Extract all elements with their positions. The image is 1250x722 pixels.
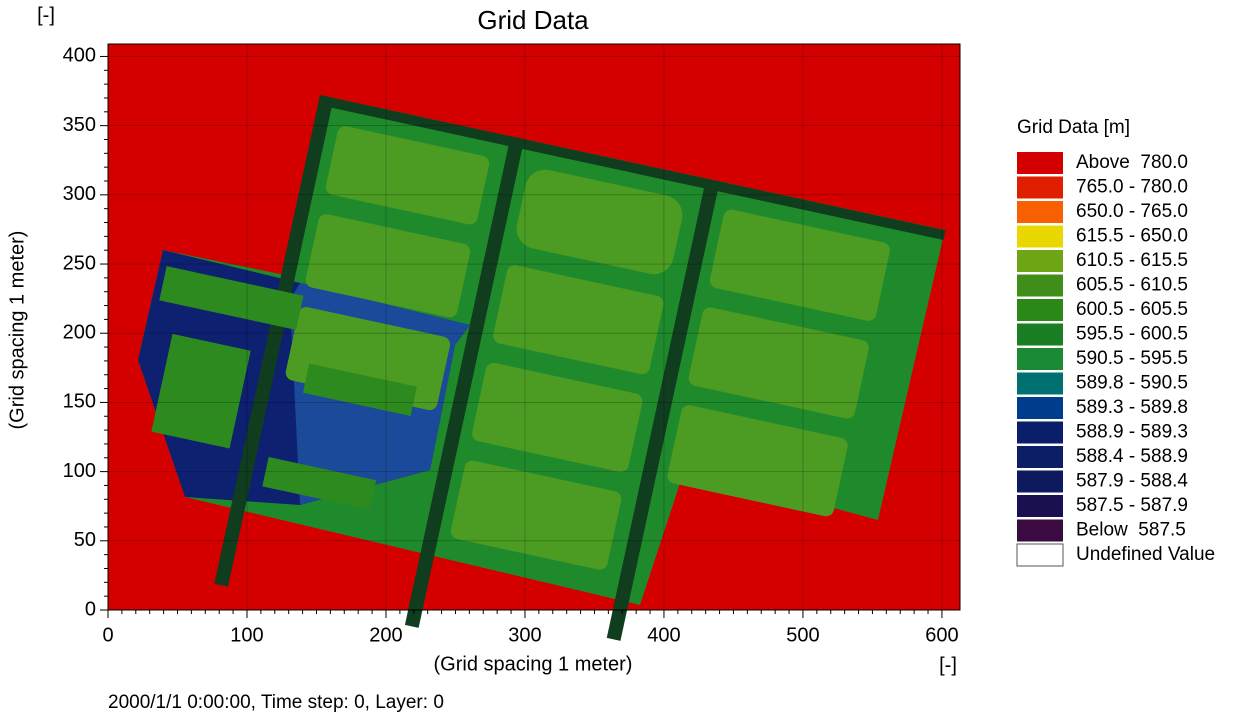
legend-swatch [1017,176,1063,199]
legend-label: 588.4 - 588.9 [1076,446,1188,467]
plot-frame [107,43,961,611]
block [709,209,890,321]
legend-swatch [1017,225,1063,248]
plot-area [108,44,960,641]
block [493,265,664,375]
block [151,333,251,449]
street-grid [214,95,946,641]
x-tick-label: 300 [508,624,541,646]
block [472,362,643,472]
block [325,126,490,225]
legend-swatch [1017,397,1063,419]
legend-label: 610.5 - 615.5 [1076,250,1188,271]
legend-swatch [1017,274,1063,297]
y-tick-label: 100 [63,460,96,482]
y-tick-label: 0 [85,598,96,620]
legend-label: 600.5 - 605.5 [1076,299,1188,320]
legend-swatch [1017,201,1063,223]
legend-label: 587.9 - 588.4 [1076,471,1188,492]
x-tick-label: 0 [102,624,113,646]
y-unit: [-] [37,4,55,26]
block [302,363,417,417]
block [667,405,848,517]
road [214,95,334,587]
footer: 2000/1/1 0:00:00, Time step: 0, Layer: 0 [108,692,444,713]
legend-label: Undefined Value [1076,544,1215,565]
road [404,136,525,628]
block [262,456,377,510]
x-tick-label: 100 [230,624,263,646]
legend-swatch [1017,299,1063,321]
legend-swatch [1017,421,1063,444]
legend-label: 595.5 - 600.5 [1076,324,1188,345]
legend-label: 589.8 - 590.5 [1076,373,1188,394]
y-tick-label: 50 [74,529,96,551]
legend-label: 588.9 - 589.3 [1076,422,1188,443]
legend-swatch [1017,519,1063,542]
road [317,95,946,241]
legend-swatch [1017,446,1063,468]
block [450,460,622,570]
legend-label: 650.0 - 765.0 [1076,201,1188,222]
block [305,214,471,318]
x-tick-label: 200 [369,624,402,646]
y-tick-label: 300 [63,183,96,205]
chart-title: Grid Data [477,5,589,35]
legend-label: 615.5 - 650.0 [1076,226,1188,247]
legend-swatch [1016,543,1064,567]
x-tick-label: 600 [925,624,958,646]
legend-swatch [1017,470,1063,493]
road [606,178,720,641]
x-axis-label: (Grid spacing 1 meter) [434,653,633,675]
legend-label: Below 587.5 [1076,520,1186,541]
y-tick-label: 200 [63,322,96,344]
legend-swatch [1017,372,1063,395]
block [516,169,683,275]
legend-label: Above 780.0 [1076,152,1188,173]
legend-swatch [1017,250,1063,272]
legend-swatch [1017,323,1063,346]
legend-swatch [1017,152,1063,174]
x-unit: [-] [939,654,957,676]
legend-label: 590.5 - 595.5 [1076,348,1188,369]
y-tick-label: 350 [63,114,96,136]
block [159,266,304,330]
y-axis-label: (Grid spacing 1 meter) [6,231,28,430]
legend-swatch [1017,348,1063,370]
legend-title: Grid Data [m] [1017,117,1130,138]
x-tick-label: 400 [647,624,680,646]
legend-swatch [1017,495,1063,517]
legend-label: 589.3 - 589.8 [1076,397,1188,418]
block [688,307,869,419]
y-tick-label: 250 [63,252,96,274]
y-tick-label: 150 [63,391,96,413]
legend-label: 765.0 - 780.0 [1076,177,1188,198]
x-tick-label: 500 [786,624,819,646]
legend-label: 587.5 - 587.9 [1076,495,1188,516]
legend-label: 605.5 - 610.5 [1076,275,1188,296]
y-tick-label: 400 [63,45,96,67]
